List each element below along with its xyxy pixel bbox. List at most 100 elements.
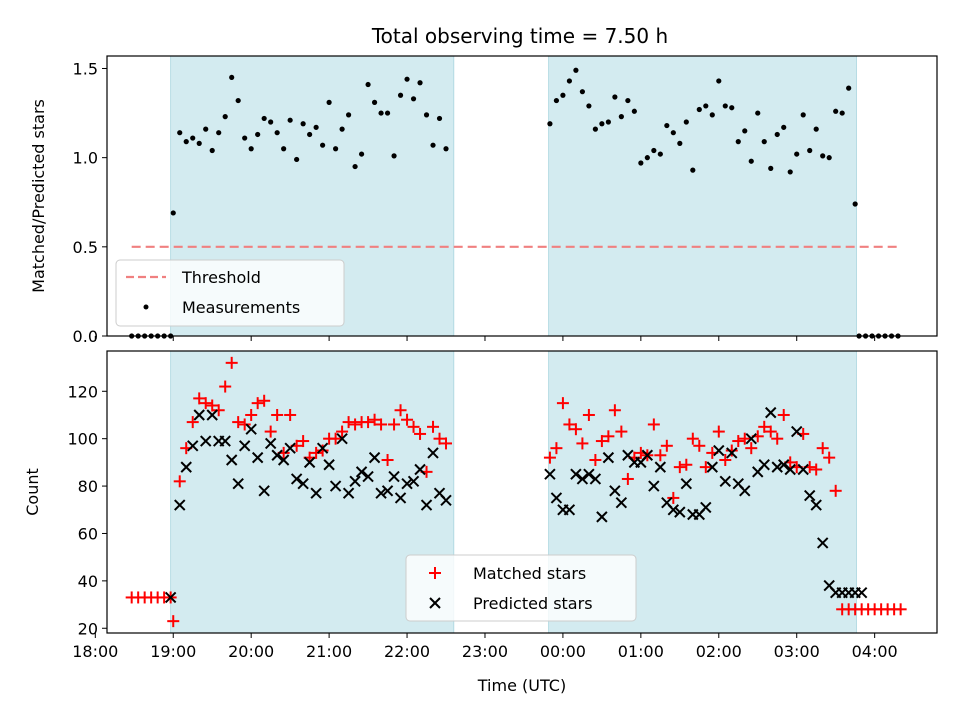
measurement-point (638, 160, 644, 166)
measurement-point (190, 135, 196, 141)
measurement-point (833, 108, 839, 114)
predicted-star-point (342, 487, 355, 499)
matched-star-point (745, 442, 758, 455)
predicted-star-point (277, 454, 290, 466)
matched-star-point (673, 461, 686, 474)
predicted-star-point (609, 485, 621, 497)
measurement-point (735, 139, 741, 145)
matched-star-point (621, 472, 634, 485)
measurement-point (612, 94, 618, 100)
matched-star-point (563, 418, 576, 431)
predicted-star-point (719, 475, 731, 488)
matched-star-point (576, 437, 589, 450)
predicted-star-point (232, 477, 244, 490)
predicted-star-point (219, 435, 231, 447)
matched-star-point (401, 413, 414, 426)
measurement-point (436, 115, 443, 122)
measurement-point (235, 97, 241, 104)
measurement-point (391, 153, 397, 159)
matched-star-point (582, 408, 595, 421)
measurement-point (404, 76, 410, 82)
predicted-star-point (816, 537, 829, 549)
measurement-point (722, 103, 728, 109)
legend-threshold-label: Threshold (181, 268, 261, 287)
measurement-point (553, 97, 560, 104)
predicted-star-point (174, 499, 186, 511)
measurement-point (670, 130, 676, 136)
predicted-star-point (674, 506, 686, 518)
measurement-point (794, 151, 800, 157)
measurement-point (417, 80, 423, 86)
measurement-point (326, 99, 332, 105)
measurement-point (709, 112, 715, 118)
predicted-star-point (680, 477, 693, 490)
matched-star-point (238, 418, 251, 431)
predicted-star-point (388, 470, 400, 483)
predicted-star-point (290, 473, 303, 485)
measurement-point (320, 142, 326, 148)
matched-star-point (427, 420, 440, 433)
measurement-point (333, 146, 339, 152)
measurement-point (177, 130, 183, 136)
predicted-star-point (200, 435, 212, 447)
matched-star-point (232, 416, 245, 429)
bottom-x-tick-label-3: 21:00 (306, 642, 352, 661)
predicted-star-point (206, 409, 218, 421)
matched-star-point (407, 420, 420, 433)
bottom-x-tick-label-7: 01:00 (618, 642, 664, 661)
predicted-star-point (784, 463, 796, 476)
measurement-point (423, 112, 430, 118)
predicted-star-point (349, 475, 361, 488)
measurement-point (547, 121, 553, 127)
bottom-x-tick-label-2: 20:00 (228, 642, 274, 661)
top-x-ticks (94, 336, 876, 341)
predicted-star-point (855, 587, 868, 599)
matched-star-point (823, 451, 836, 464)
measurement-point (229, 74, 235, 81)
bottom-x-axis-label: Time (UTC) (477, 676, 566, 695)
matched-star-point (219, 380, 232, 393)
measurement-point (657, 151, 663, 157)
measurement-point (183, 139, 189, 145)
bottom-y-tick-label-4: 100 (67, 430, 98, 449)
predicted-star-point (258, 485, 270, 497)
matched-star-point (602, 430, 615, 443)
predicted-star-point (641, 449, 654, 461)
measurement-point (696, 106, 702, 113)
matched-star-point (271, 408, 284, 421)
predicted-star-point (739, 485, 751, 497)
legend-matched-swatch (429, 567, 441, 579)
predicted-star-point (726, 447, 738, 459)
measurement-point (222, 114, 228, 120)
matched-star-point (212, 404, 225, 417)
matched-star-point (199, 397, 212, 410)
measurement-point (560, 92, 566, 98)
top-legend: Threshold Measurements (115, 259, 345, 327)
measurement-point (313, 124, 319, 130)
top-shaded-regions (170, 55, 857, 337)
bottom-y-axis-label: Count (23, 468, 42, 516)
predicted-star-point (329, 480, 342, 492)
measurement-point (644, 155, 650, 161)
measurement-point (443, 146, 449, 152)
predicted-star-point (164, 591, 177, 604)
matched-star-point (193, 392, 206, 405)
matched-star-point (186, 416, 199, 429)
bottom-y-tick-label-1: 40 (78, 572, 98, 591)
matched-star-point (297, 435, 310, 448)
matched-star-point (316, 444, 329, 457)
matched-star-point (810, 463, 823, 476)
measurement-point (755, 110, 761, 116)
predicted-star-point (407, 475, 420, 488)
top-y-ticks: 0.0 0.5 1.0 1.5 (73, 59, 107, 346)
matched-star-point (738, 432, 751, 445)
bottom-y-ticks: 20 40 60 80 100 120 (67, 382, 107, 638)
matched-star-point (712, 425, 725, 438)
measurement-point (287, 117, 293, 123)
matched-star-point (388, 418, 401, 431)
measurement-point (209, 147, 215, 154)
measurement-point (813, 126, 819, 132)
bottom-axes-frame (106, 350, 938, 634)
measurement-point (742, 128, 748, 134)
